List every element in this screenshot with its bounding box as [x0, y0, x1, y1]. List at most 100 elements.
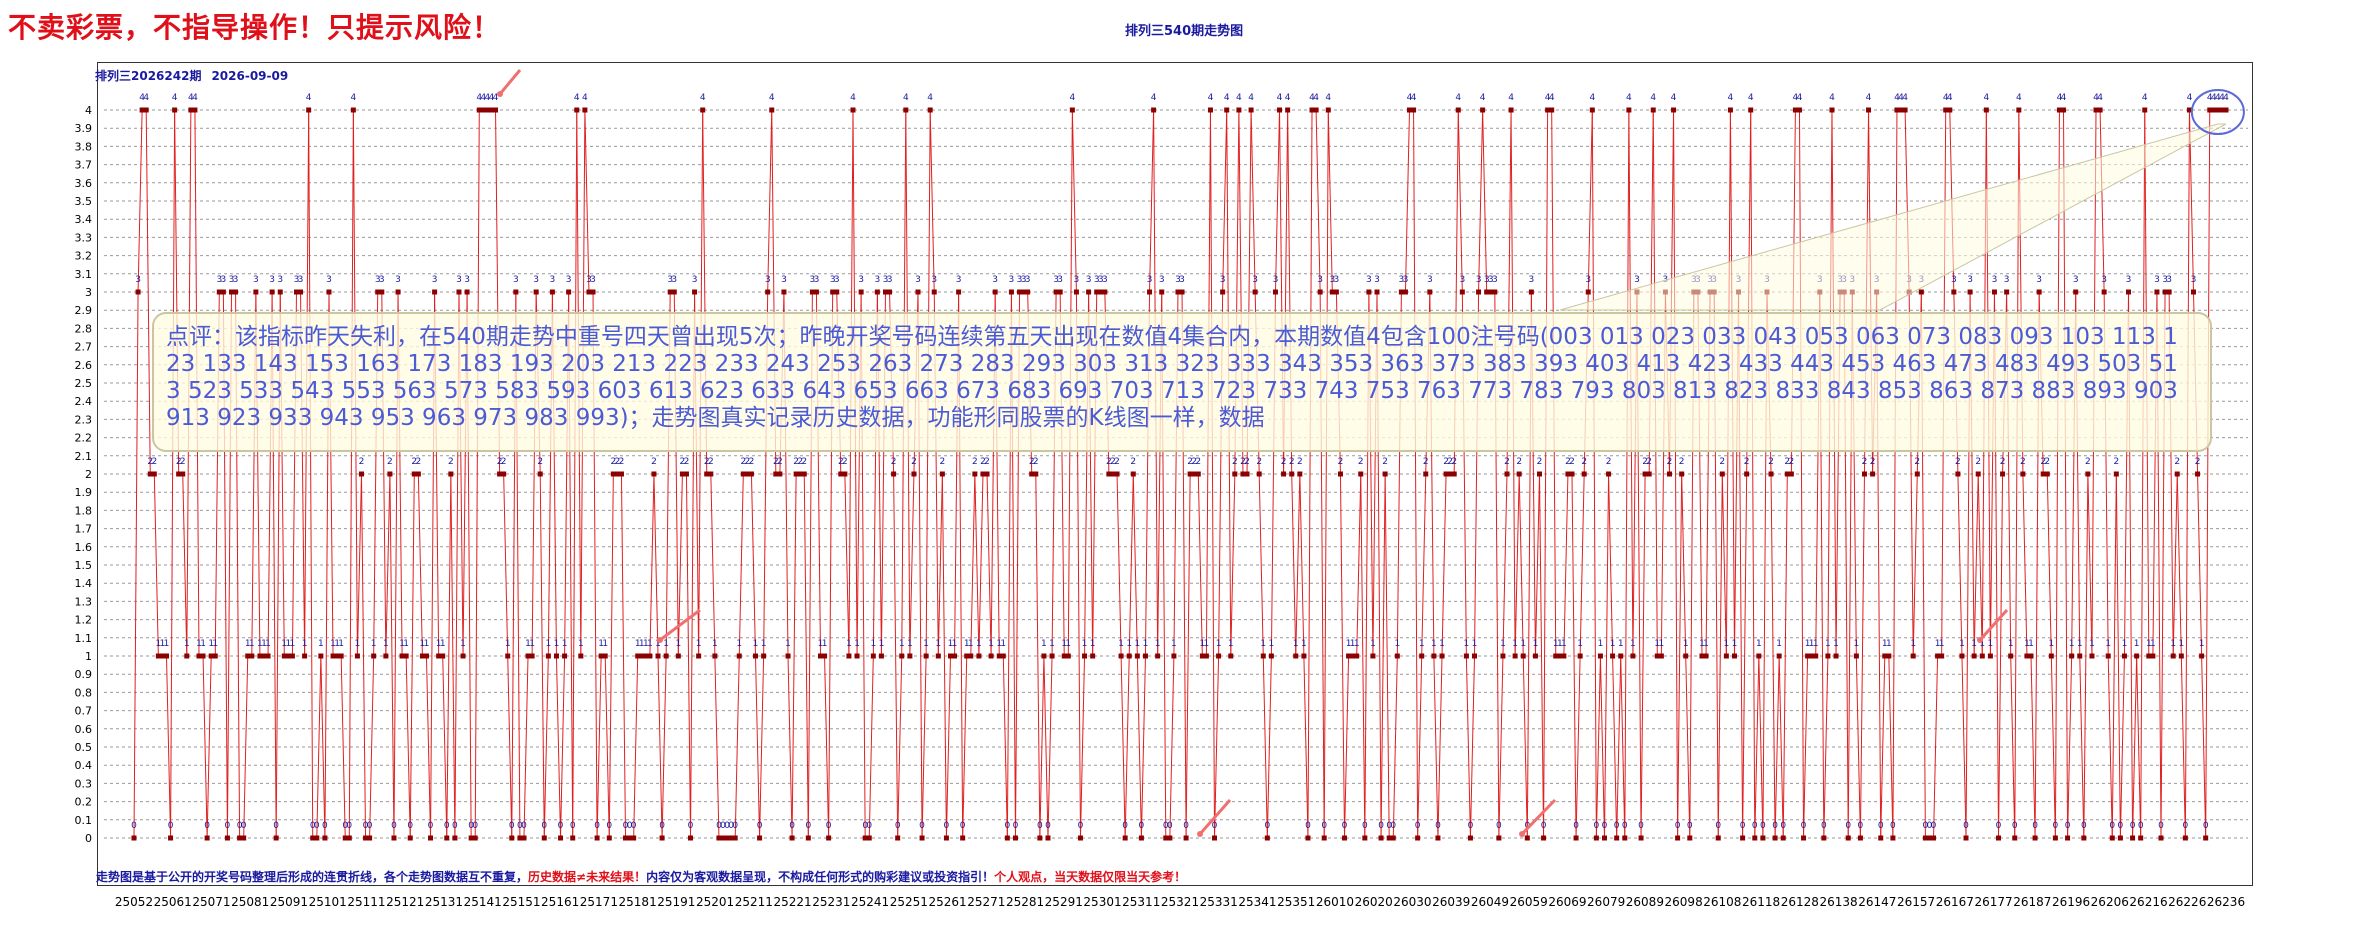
data-label: 4 — [1793, 93, 1799, 103]
data-label: 3 — [1147, 275, 1153, 285]
data-point — [1142, 653, 1148, 659]
x-tick-label: 26157 — [1897, 895, 1935, 909]
data-label: 1 — [1000, 639, 1006, 649]
data-label: 1 — [1988, 639, 1994, 649]
data-point — [2154, 289, 2160, 295]
series-segment — [507, 655, 513, 839]
data-point — [562, 653, 568, 659]
data-label: 2 — [151, 457, 157, 467]
series-segment — [1721, 473, 1727, 657]
data-point — [2048, 653, 2054, 659]
data-point — [1037, 835, 1043, 841]
data-point — [468, 835, 474, 841]
plot-frame — [97, 62, 2253, 886]
data-label: 1 — [1204, 639, 1210, 649]
data-label: 0 — [1004, 821, 1010, 831]
x-tick-label: 25321 — [1161, 895, 1199, 909]
data-label: 0 — [1163, 821, 1169, 831]
data-label: 1 — [2105, 639, 2111, 649]
data-point — [1922, 835, 1928, 841]
data-point — [2069, 653, 2075, 659]
data-point — [2117, 835, 2123, 841]
data-point — [1435, 835, 1441, 841]
series-segment — [1128, 473, 1134, 657]
series-segment — [1209, 109, 1216, 839]
y-tick-label: 1 — [85, 650, 92, 663]
x-tick-label: 25341 — [1238, 895, 1276, 909]
data-label: 1 — [1216, 639, 1222, 649]
data-label: 1 — [696, 639, 702, 649]
y-tick-label: 3.6 — [75, 177, 93, 190]
data-point — [326, 289, 332, 295]
data-point — [493, 107, 499, 113]
data-point — [1597, 653, 1603, 659]
data-label: 1 — [156, 639, 162, 649]
data-point — [1289, 471, 1295, 477]
x-tick-label: 25271 — [967, 895, 1005, 909]
data-label: 1 — [399, 639, 405, 649]
data-point — [1987, 653, 1993, 659]
data-point — [1138, 835, 1144, 841]
series-segment — [2172, 473, 2178, 657]
data-label: 0 — [2012, 821, 2018, 831]
data-label: 2 — [793, 457, 799, 467]
comment-text: 点评：该指标昨天失利，在540期走势中重号四天曾出现5次；昨晚开奖号码连续第五天… — [166, 324, 2178, 431]
x-tick-label: 25221 — [773, 895, 811, 909]
data-label: 2 — [387, 457, 393, 467]
data-label: 1 — [249, 639, 255, 649]
data-point — [1386, 835, 1392, 841]
data-label: 3 — [1179, 275, 1185, 285]
arrow-head — [497, 91, 503, 97]
data-point — [2085, 471, 2091, 477]
data-label: 1 — [2150, 639, 2156, 649]
data-label: 1 — [578, 639, 584, 649]
series-segment — [340, 655, 346, 839]
y-tick-label: 1.9 — [75, 486, 93, 499]
data-point — [818, 653, 824, 659]
y-tick-label: 3.2 — [75, 250, 93, 263]
data-label: 2 — [1033, 457, 1039, 467]
data-point — [1593, 835, 1599, 841]
series-segment — [1522, 655, 1528, 839]
series-segment — [2136, 655, 2142, 839]
series-segment — [1132, 473, 1138, 657]
data-point — [1853, 653, 1859, 659]
data-point — [2077, 653, 2083, 659]
data-point — [541, 835, 547, 841]
data-label: 3 — [135, 275, 141, 285]
series-segment — [1888, 655, 1894, 839]
data-point — [1931, 835, 1937, 841]
series-segment — [523, 655, 529, 839]
series-segment — [385, 473, 391, 657]
data-label: 1 — [996, 639, 1002, 649]
series-segment — [1579, 473, 1585, 657]
x-tick-label: 25191 — [657, 895, 695, 909]
x-tick-label: 26069 — [1548, 895, 1586, 909]
data-label: 3 — [326, 275, 332, 285]
data-label: 4 — [1236, 93, 1242, 103]
data-label: 0 — [1622, 821, 1628, 831]
series-segment — [1774, 655, 1780, 839]
data-label: 0 — [1496, 821, 1502, 831]
data-point — [834, 289, 840, 295]
series-segment — [417, 473, 423, 657]
data-label: 1 — [1618, 639, 1624, 649]
data-label: 1 — [281, 639, 287, 649]
data-point — [830, 289, 836, 295]
data-label: 1 — [1439, 639, 1445, 649]
data-label: 4 — [1248, 93, 1254, 103]
x-tick-label: 25141 — [464, 895, 502, 909]
data-point — [850, 107, 856, 113]
data-label: 4 — [1983, 93, 1989, 103]
data-label: 2 — [1443, 457, 1449, 467]
data-point — [1796, 107, 1802, 113]
arrow-head — [1197, 831, 1203, 837]
data-label: 1 — [1577, 639, 1583, 649]
data-point — [1459, 289, 1465, 295]
x-tick-label: 25281 — [1006, 895, 1044, 909]
data-label: 4 — [582, 93, 588, 103]
data-label: 2 — [684, 457, 690, 467]
series-segment — [738, 473, 744, 657]
series-segment — [1563, 473, 1569, 657]
data-label: 3 — [1427, 275, 1433, 285]
